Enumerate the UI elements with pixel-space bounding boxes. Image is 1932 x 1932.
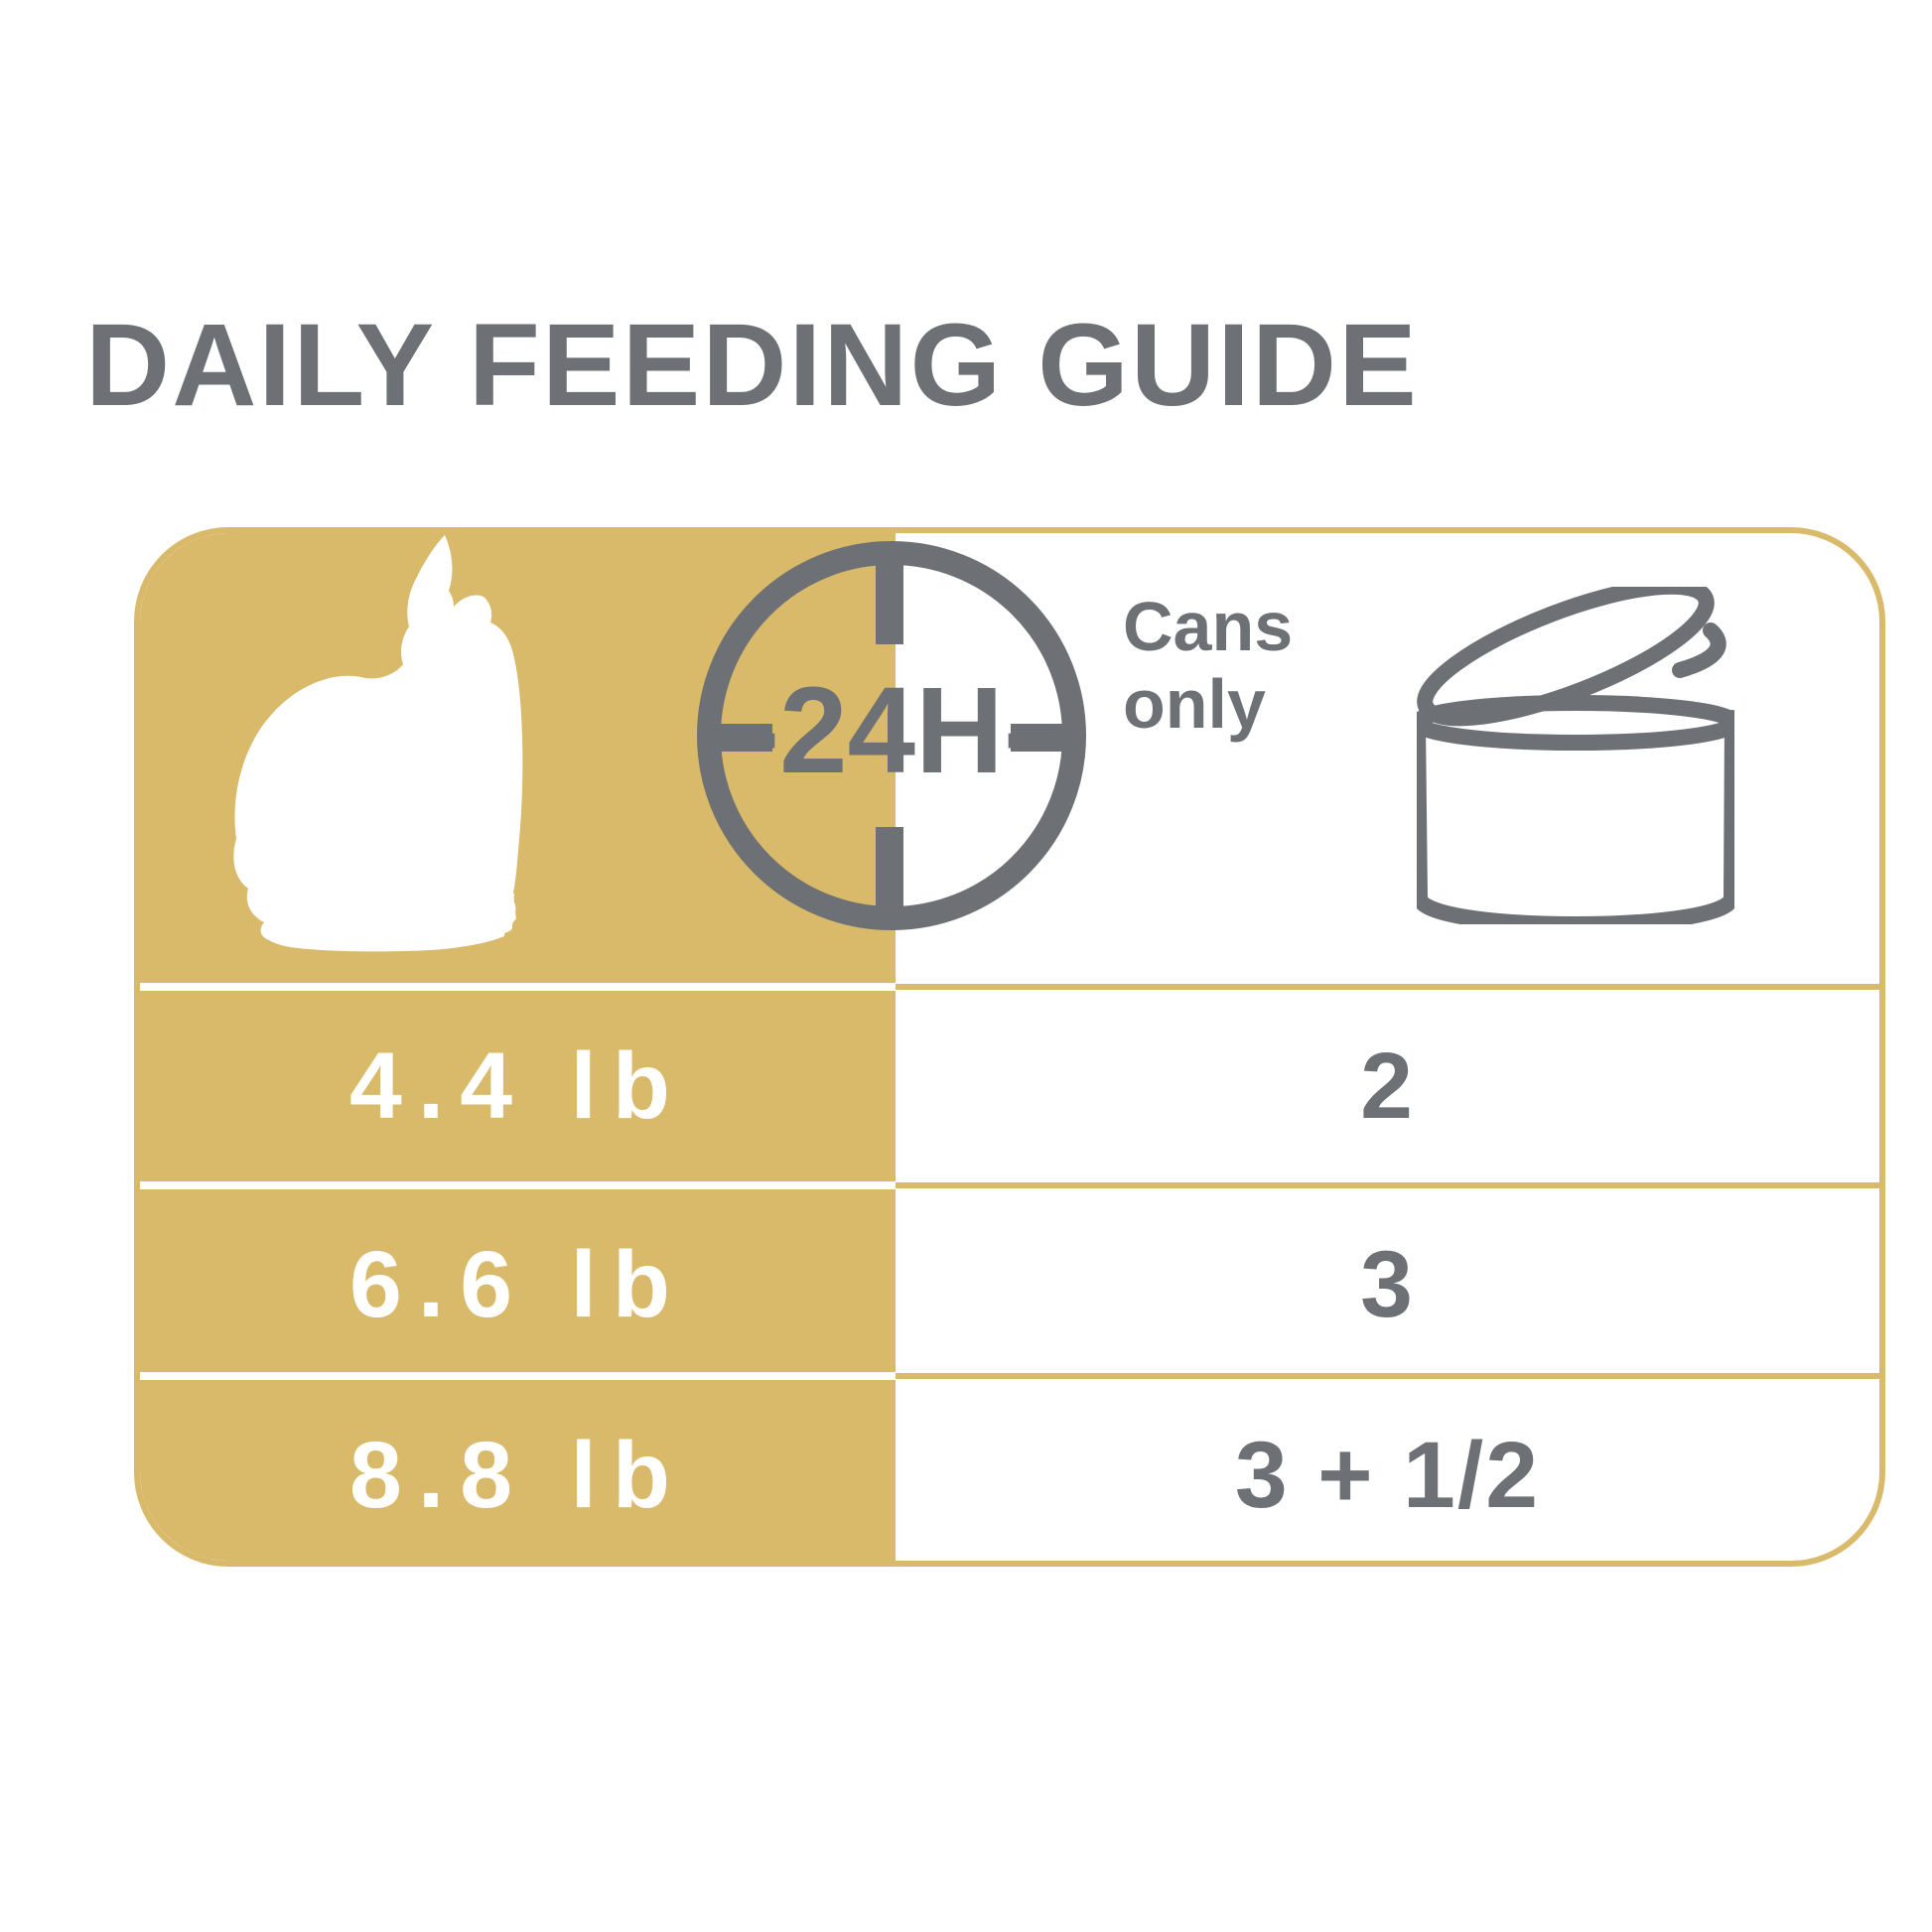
svg-text:-24H-: -24H- [739, 663, 1044, 799]
